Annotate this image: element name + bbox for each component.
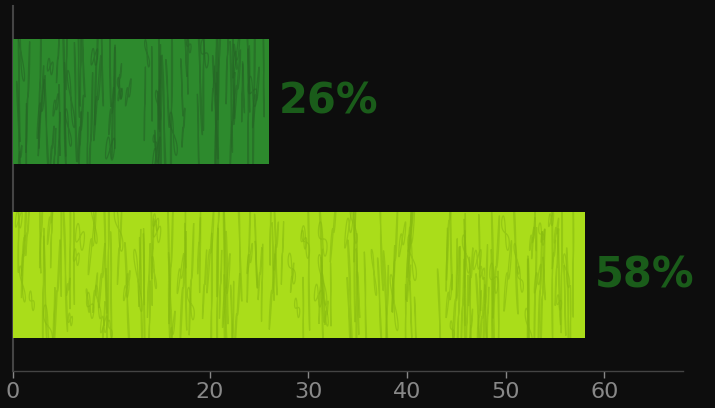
Bar	[13, 39, 269, 164]
Text: 58%: 58%	[594, 254, 694, 296]
Text: 26%: 26%	[279, 80, 378, 122]
Bar	[13, 213, 585, 337]
